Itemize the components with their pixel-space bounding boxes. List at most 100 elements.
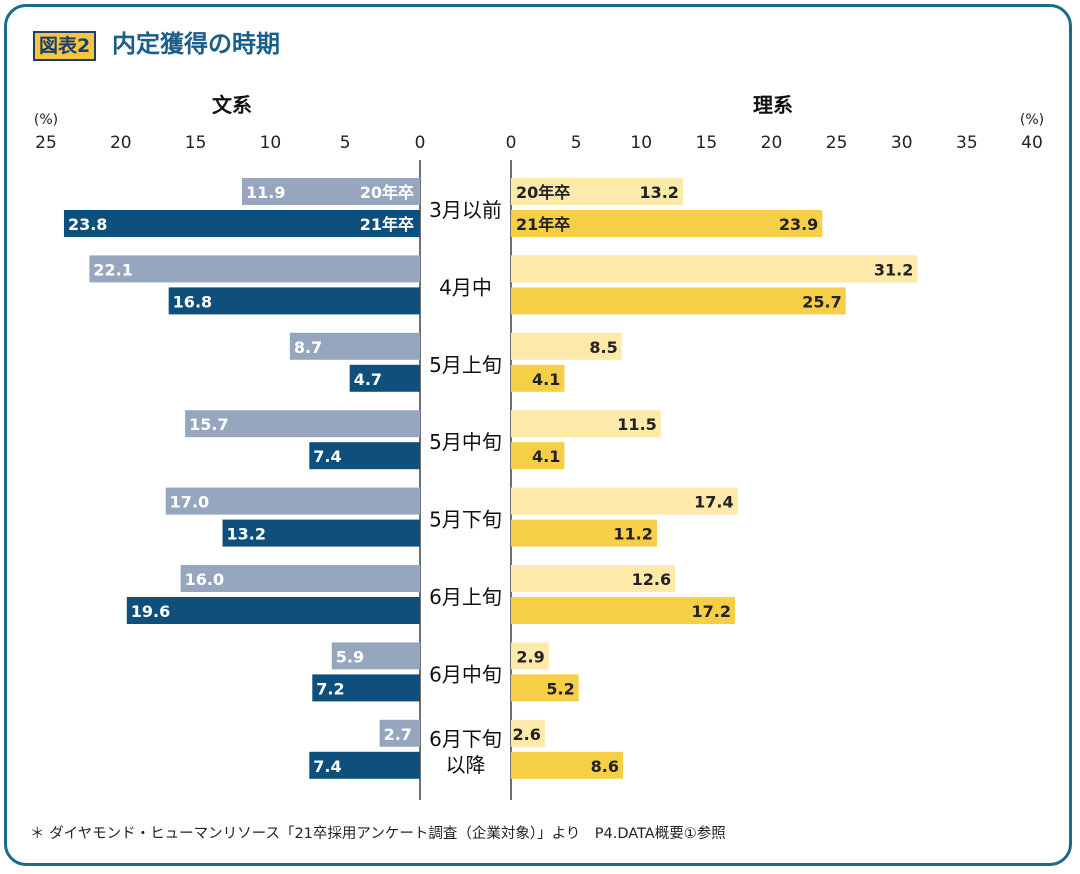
series-label-bunkei: 21年卒 — [360, 215, 414, 234]
category-label: 6月上旬 — [429, 585, 502, 609]
value-label-bunkei: 16.0 — [185, 570, 224, 589]
value-label-rikei: 8.6 — [591, 757, 619, 776]
value-label-bunkei: 23.8 — [68, 215, 107, 234]
bar-rikei-21 — [511, 364, 565, 392]
value-label-bunkei: 13.2 — [227, 525, 266, 544]
bar-rikei-20 — [511, 642, 549, 670]
bar-bunkei-20 — [165, 487, 420, 515]
bar-rikei-21 — [511, 287, 846, 315]
tick-label-right: 20 — [761, 133, 783, 153]
category-label: 6月中旬 — [429, 662, 502, 686]
tick-label-left: 20 — [110, 133, 132, 153]
value-label-bunkei: 4.7 — [354, 370, 382, 389]
value-label-bunkei: 8.7 — [294, 338, 322, 357]
bar-rikei-20 — [511, 719, 545, 747]
tick-label-right: 5 — [571, 133, 582, 153]
value-label-bunkei: 7.4 — [313, 447, 341, 466]
figure-tag: 図表2 — [33, 31, 97, 61]
bar-rikei-20 — [511, 332, 622, 360]
tick-label-right: 30 — [891, 133, 913, 153]
tick-label-right: 35 — [956, 133, 978, 153]
bar-rikei-20 — [511, 410, 661, 438]
value-label-rikei: 11.2 — [613, 525, 652, 544]
category-label: 5月中旬 — [429, 430, 502, 454]
tick-label-left: 25 — [35, 133, 57, 153]
bar-bunkei-20 — [379, 719, 420, 747]
category-label: 6月下旬 — [429, 727, 502, 751]
category-label: 以降 — [446, 753, 486, 777]
value-label-rikei: 25.7 — [802, 292, 841, 311]
bar-rikei-21 — [511, 442, 565, 470]
bar-bunkei-21 — [222, 519, 420, 547]
value-label-bunkei: 11.9 — [246, 183, 285, 202]
value-label-bunkei: 16.8 — [173, 292, 212, 311]
panel-title-bunkei: 文系 — [212, 93, 252, 117]
bar-bunkei-21 — [126, 597, 420, 624]
value-label-bunkei: 5.9 — [336, 647, 364, 666]
tick-label-left: 0 — [415, 133, 426, 153]
series-label-rikei: 21年卒 — [516, 215, 570, 234]
bar-rikei-20 — [511, 178, 683, 205]
chart-title: 内定獲得の時期 — [112, 30, 280, 58]
bar-bunkei-20 — [89, 255, 420, 283]
value-label-rikei: 4.1 — [532, 447, 560, 466]
bar-rikei-21 — [511, 674, 579, 702]
value-label-bunkei: 15.7 — [189, 415, 228, 434]
value-label-rikei: 23.9 — [779, 215, 818, 234]
value-label-rikei: 4.1 — [532, 370, 560, 389]
unit-label-right: (%) — [1020, 112, 1044, 128]
value-label-rikei: 11.5 — [617, 415, 656, 434]
bar-rikei-21 — [511, 519, 657, 547]
unit-label-left: (%) — [34, 112, 58, 128]
value-label-rikei: 12.6 — [632, 570, 671, 589]
value-label-bunkei: 17.0 — [170, 493, 209, 512]
value-label-rikei: 17.4 — [694, 493, 733, 512]
value-label-bunkei: 19.6 — [131, 602, 170, 621]
value-label-rikei: 2.6 — [513, 725, 541, 744]
tick-label-right: 40 — [1021, 133, 1043, 153]
bar-rikei-20 — [511, 255, 918, 283]
value-label-bunkei: 7.4 — [313, 757, 341, 776]
panel-title-rikei: 理系 — [753, 93, 793, 117]
category-label: 4月中 — [439, 275, 492, 299]
series-label-rikei: 20年卒 — [516, 183, 570, 202]
bar-bunkei-20 — [180, 565, 420, 592]
value-label-rikei: 17.2 — [692, 602, 731, 621]
value-label-bunkei: 7.2 — [316, 679, 344, 698]
category-label: 5月下旬 — [429, 508, 502, 532]
bar-bunkei-21 — [349, 364, 420, 392]
category-label: 5月上旬 — [429, 353, 502, 377]
value-label-bunkei: 2.7 — [384, 725, 412, 744]
category-label: 3月以前 — [429, 198, 502, 222]
tick-label-left: 5 — [340, 133, 351, 153]
bar-bunkei-21 — [168, 287, 420, 315]
bar-rikei-21 — [511, 751, 624, 779]
tick-label-right: 15 — [696, 133, 718, 153]
bar-bunkei-21 — [63, 210, 421, 237]
value-label-rikei: 13.2 — [639, 183, 678, 202]
value-label-rikei: 31.2 — [874, 260, 913, 279]
bar-bunkei-21 — [312, 674, 420, 702]
value-label-rikei: 5.2 — [546, 679, 574, 698]
value-label-bunkei: 22.1 — [93, 260, 132, 279]
bar-rikei-21 — [511, 210, 823, 237]
bar-bunkei-20 — [241, 178, 420, 205]
bar-bunkei-20 — [289, 332, 420, 360]
tick-label-right: 0 — [506, 133, 517, 153]
footnote: ＊ ダイヤモンド・ヒューマンリソース「21卒採用アンケート調査（企業対象）」より… — [30, 826, 726, 842]
value-label-rikei: 8.5 — [589, 338, 617, 357]
bar-bunkei-20 — [185, 410, 420, 438]
tick-label-right: 10 — [630, 133, 652, 153]
bar-bunkei-21 — [309, 751, 420, 779]
bar-rikei-20 — [511, 487, 738, 515]
bar-rikei-21 — [511, 597, 736, 624]
tick-label-right: 25 — [826, 133, 848, 153]
bar-rikei-20 — [511, 565, 676, 592]
tick-label-left: 10 — [260, 133, 282, 153]
value-label-rikei: 2.9 — [516, 647, 544, 666]
series-label-bunkei: 20年卒 — [360, 183, 414, 202]
tick-label-left: 15 — [185, 133, 207, 153]
bar-bunkei-21 — [309, 442, 420, 470]
bar-bunkei-20 — [331, 642, 420, 670]
